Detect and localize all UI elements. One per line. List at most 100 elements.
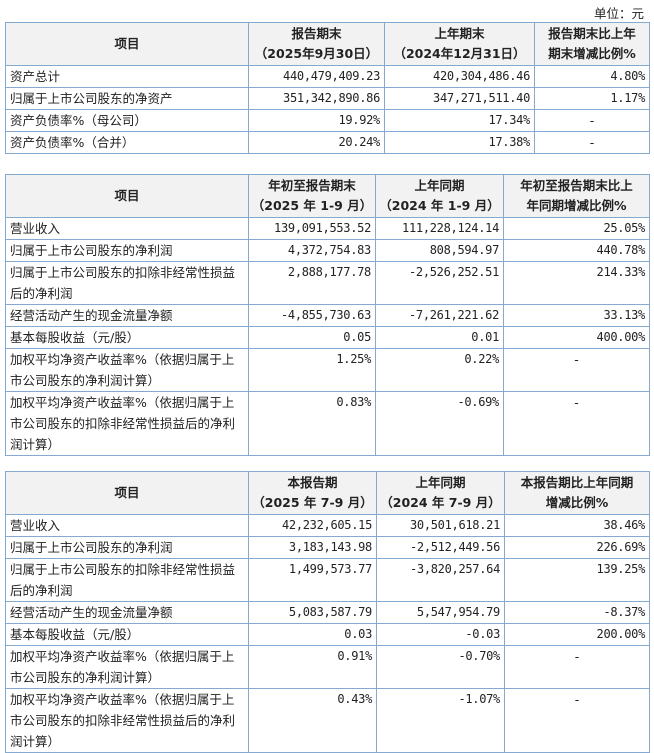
- value-cell: 347,271,511.40: [384, 87, 535, 110]
- column-header: 上年期末 （2024年12月31日）: [384, 22, 535, 66]
- column-header: 本报告期比上年同期 增减比例%: [504, 471, 650, 515]
- column-header: 上年同期 （2024 年 7-9 月）: [376, 471, 505, 515]
- value-cell: -7,261,221.62: [375, 304, 504, 327]
- value-cell: 226.69%: [504, 536, 650, 559]
- column-header: 项目: [5, 22, 249, 66]
- column-header: 上年同期 （2024 年 1-9 月）: [375, 174, 504, 218]
- value-cell: 214.33%: [503, 261, 650, 305]
- table-row: 加权平均净资产收益率%（依据归属于上市公司股东的净利润计算） 0.91% -0.70…: [5, 645, 650, 689]
- value-cell: -: [504, 645, 650, 689]
- value-cell: -3,820,257.64: [376, 558, 505, 602]
- column-header-line: 增减比例%: [545, 495, 609, 510]
- value-cell: 0.03: [248, 623, 377, 646]
- value-cell: 2,888,177.78: [248, 261, 376, 305]
- value-cell: 0.43%: [248, 688, 377, 753]
- table-row: 归属于上市公司股东的净资产 351,342,890.86 347,271,511.4…: [5, 87, 650, 110]
- value-cell: 400.00%: [503, 326, 650, 349]
- column-header-line: 上年期末: [434, 26, 485, 41]
- value-cell: 5,547,954.79: [376, 601, 505, 624]
- value-cell: 30,501,618.21: [376, 514, 505, 537]
- value-cell: 139.25%: [504, 558, 650, 602]
- value-cell: 0.22%: [375, 348, 504, 392]
- table-row: 资产负债率%（合并） 20.24% 17.38% -: [5, 131, 650, 154]
- row-label: 资产负债率%（合并）: [5, 131, 249, 154]
- value-cell: 20.24%: [248, 131, 385, 154]
- value-cell: -2,526,252.51: [375, 261, 504, 305]
- column-header-line: （2024 年 7-9 月）: [380, 495, 501, 510]
- column-header-line: 上年同期: [414, 178, 465, 193]
- column-header-line: 项目: [114, 485, 140, 500]
- value-cell: 111,228,124.14: [375, 217, 504, 240]
- value-cell: 0.01: [375, 326, 504, 349]
- row-label: 基本每股收益（元/股）: [5, 326, 249, 349]
- row-label: 资产负债率%（母公司）: [5, 109, 249, 132]
- row-label: 基本每股收益（元/股）: [5, 623, 249, 646]
- row-label: 资产总计: [5, 65, 249, 88]
- column-header: 年初至报告期末比上 年同期增减比例%: [503, 174, 650, 218]
- table-row: 资产总计 440,479,409.23 420,304,486.46 4.80%: [5, 65, 650, 88]
- table-row: 经营活动产生的现金流量净额 -4,855,730.63 -7,261,221.62 3…: [5, 304, 650, 327]
- table-row: 基本每股收益（元/股） 0.03 -0.03 200.00%: [5, 623, 650, 646]
- row-label: 加权平均净资产收益率%（依据归属于上市公司股东的扣除非经常性损益后的净利润计算）: [5, 391, 249, 456]
- unit-label: 单位：元: [593, 6, 644, 21]
- value-cell: 1.17%: [534, 87, 650, 110]
- column-header-line: 年初至报告期末比上: [520, 178, 633, 193]
- table-row: 经营活动产生的现金流量净额 5,083,587.79 5,547,954.79 -8.…: [5, 601, 650, 624]
- table-row: 基本每股收益（元/股） 0.05 0.01 400.00%: [5, 326, 650, 349]
- value-cell: 25.05%: [503, 217, 650, 240]
- value-cell: 4,372,754.83: [248, 239, 376, 262]
- value-cell: -2,512,449.56: [376, 536, 505, 559]
- value-cell: 17.38%: [384, 131, 535, 154]
- row-label: 加权平均净资产收益率%（依据归属于上市公司股东的净利润计算）: [5, 348, 249, 392]
- row-label: 经营活动产生的现金流量净额: [5, 601, 249, 624]
- column-header: 报告期末 （2025年9月30日）: [248, 22, 385, 66]
- table-row: 归属于上市公司股东的扣除非经常性损益后的净利润 2,888,177.78 -2,52…: [5, 261, 650, 305]
- row-label: 归属于上市公司股东的净利润: [5, 239, 249, 262]
- column-header-line: 项目: [114, 36, 140, 51]
- row-label: 归属于上市公司股东的净利润: [5, 536, 249, 559]
- value-cell: -0.03: [376, 623, 505, 646]
- value-cell: 0.83%: [248, 391, 376, 456]
- column-header: 项目: [5, 471, 249, 515]
- table-row: 资产负债率%（母公司） 19.92% 17.34% -: [5, 109, 650, 132]
- value-cell: 5,083,587.79: [248, 601, 377, 624]
- value-cell: 3,183,143.98: [248, 536, 377, 559]
- value-cell: 38.46%: [504, 514, 650, 537]
- column-header-line: （2024年12月31日）: [393, 46, 526, 61]
- column-header: 项目: [5, 174, 249, 218]
- table-row: 归属于上市公司股东的扣除非经常性损益后的净利润 1,499,573.77 -3,82…: [5, 558, 650, 602]
- balance-summary-table: 项目 报告期末 （2025年9月30日） 上年期末 （2024年12月31日） 报告期末比…: [5, 22, 650, 154]
- value-cell: 19.92%: [248, 109, 385, 132]
- table-row: 加权平均净资产收益率%（依据归属于上市公司股东的扣除非经常性损益后的净利润计算）…: [5, 688, 650, 753]
- value-cell: -: [503, 348, 650, 392]
- column-header: 年初至报告期末 （2025 年 1-9 月）: [248, 174, 376, 218]
- column-header: 本报告期 （2025 年 7-9 月）: [248, 471, 377, 515]
- value-cell: 420,304,486.46: [384, 65, 535, 88]
- row-label: 加权平均净资产收益率%（依据归属于上市公司股东的扣除非经常性损益后的净利润计算）: [5, 688, 249, 753]
- column-header-line: （2025年9月30日）: [254, 46, 379, 61]
- value-cell: 33.13%: [503, 304, 650, 327]
- value-cell: -0.69%: [375, 391, 504, 456]
- row-label: 归属于上市公司股东的扣除非经常性损益后的净利润: [5, 558, 249, 602]
- ytd-results-table: 项目 年初至报告期末 （2025 年 1-9 月） 上年同期 （2024 年 1-9 月…: [5, 174, 650, 456]
- row-label: 加权平均净资产收益率%（依据归属于上市公司股东的净利润计算）: [5, 645, 249, 689]
- value-cell: -4,855,730.63: [248, 304, 376, 327]
- column-header-line: 年初至报告期末: [268, 178, 356, 193]
- column-header-line: （2025 年 1-9 月）: [251, 198, 373, 213]
- column-header-line: （2025 年 7-9 月）: [252, 495, 373, 510]
- table-row: 归属于上市公司股东的净利润 4,372,754.83 808,594.97 440.7…: [5, 239, 650, 262]
- value-cell: 17.34%: [384, 109, 535, 132]
- value-cell: 42,232,605.15: [248, 514, 377, 537]
- value-cell: 808,594.97: [375, 239, 504, 262]
- value-cell: -8.37%: [504, 601, 650, 624]
- value-cell: 440,479,409.23: [248, 65, 385, 88]
- table-row: 加权平均净资产收益率%（依据归属于上市公司股东的扣除非经常性损益后的净利润计算）…: [5, 391, 650, 456]
- value-cell: 440.78%: [503, 239, 650, 262]
- value-cell: 1,499,573.77: [248, 558, 377, 602]
- row-label: 归属于上市公司股东的扣除非经常性损益后的净利润: [5, 261, 249, 305]
- column-header-line: （2024 年 1-9 月）: [379, 198, 500, 213]
- column-header-line: 上年同期: [415, 475, 466, 490]
- header-row: 项目 报告期末 （2025年9月30日） 上年期末 （2024年12月31日） 报告期末比…: [5, 22, 650, 66]
- value-cell: 139,091,553.52: [248, 217, 376, 240]
- value-cell: 4.80%: [534, 65, 650, 88]
